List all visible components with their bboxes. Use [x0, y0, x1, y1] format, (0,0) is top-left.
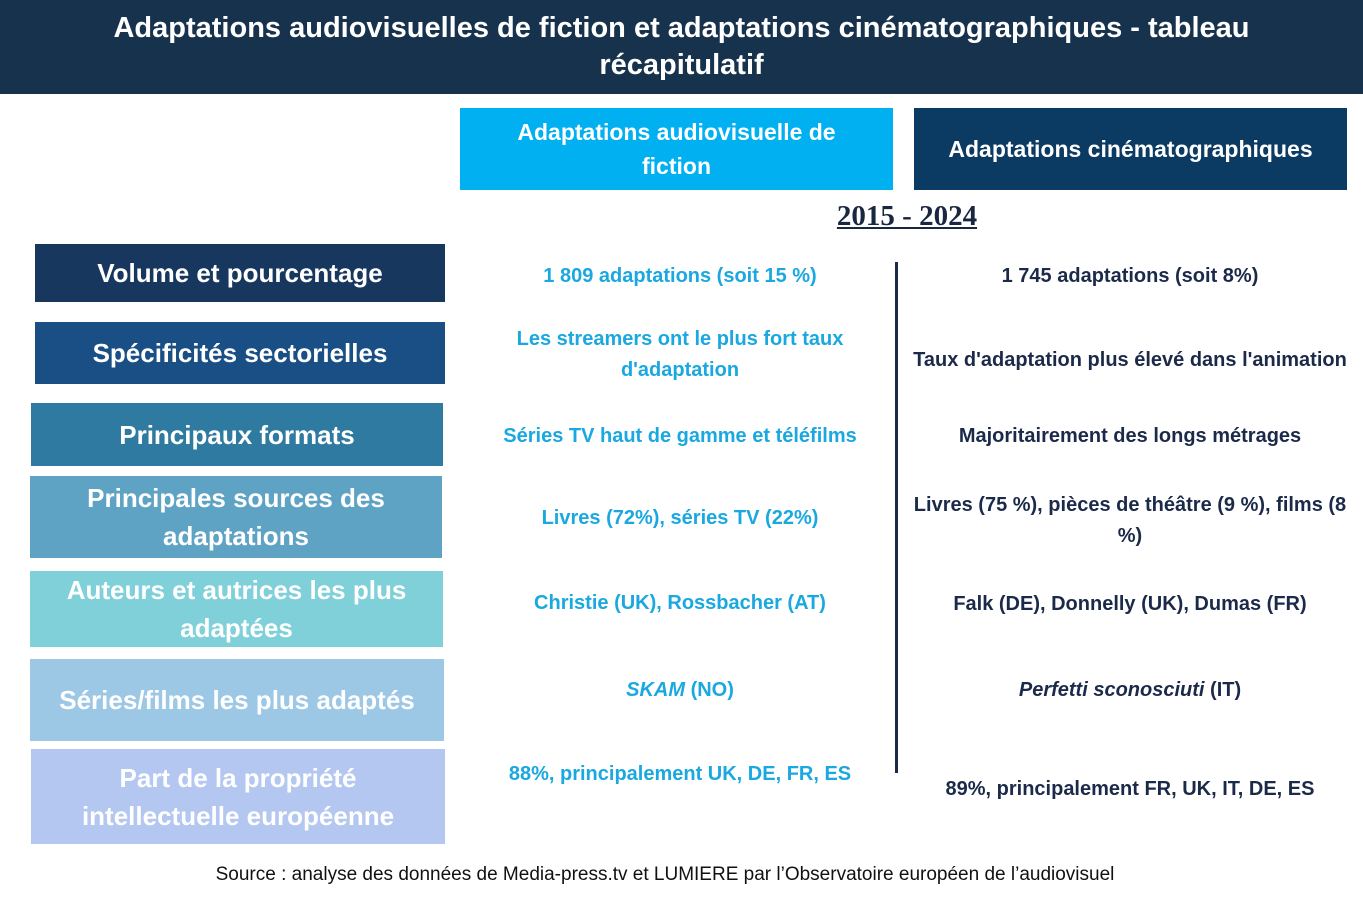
row-label: Spécificités sectorielles: [35, 322, 445, 384]
divider: [895, 262, 898, 773]
row-label: Principales sources des adaptations: [30, 476, 442, 558]
row-label: Volume et pourcentage: [35, 244, 445, 302]
fiction-cell: Christie (UK), Rossbacher (AT): [534, 591, 826, 614]
cinema-cell: Falk (DE), Donnelly (UK), Dumas (FR): [953, 592, 1307, 615]
cinema-cell: 1 745 adaptations (soit 8%): [1001, 264, 1259, 287]
row-label: Auteurs et autrices les plus adaptées: [30, 571, 443, 647]
column-header: Adaptations audiovisuelle de fiction: [460, 108, 893, 190]
cinema-cell: Perfetti sconosciuti (IT): [910, 655, 1350, 725]
row-label: Principaux formats: [31, 403, 443, 466]
italic-title: SKAM: [626, 678, 685, 701]
fiction-cell: Séries TV haut de gamme et téléfilms: [503, 424, 857, 447]
period: 2015 - 2024: [836, 199, 978, 232]
source: Source : analyse des données de Media-pr…: [215, 864, 1115, 885]
title: Adaptations audiovisuelles de fiction et…: [0, 0, 1363, 94]
column-header: Adaptations cinématographiques: [914, 108, 1347, 190]
fiction-cell: 88%, principalement UK, DE, FR, ES: [508, 762, 852, 785]
cinema-cell: Majoritairement des longs métrages: [958, 424, 1302, 447]
cinema-cell: Livres (75 %), pièces de théâtre (9 %), …: [913, 494, 1347, 547]
fiction-cell: Livres (72%), séries TV (22%): [541, 506, 819, 529]
cinema-cell: Taux d'adaptation plus élevé dans l'anim…: [913, 348, 1347, 371]
row-label: Part de la propriété intellectuelle euro…: [31, 749, 445, 844]
fiction-cell: Les streamers ont le plus fort taux d'ad…: [516, 328, 844, 381]
italic-title: Perfetti sconosciuti: [1018, 678, 1205, 701]
country: (IT): [1210, 678, 1242, 701]
cinema-cell: 89%, principalement FR, UK, IT, DE, ES: [945, 777, 1315, 800]
row-label: Séries/films les plus adaptés: [30, 659, 444, 741]
fiction-cell: 1 809 adaptations (soit 15 %): [543, 264, 817, 287]
country: (NO): [690, 678, 734, 701]
fiction-cell: SKAM (NO): [460, 655, 900, 725]
